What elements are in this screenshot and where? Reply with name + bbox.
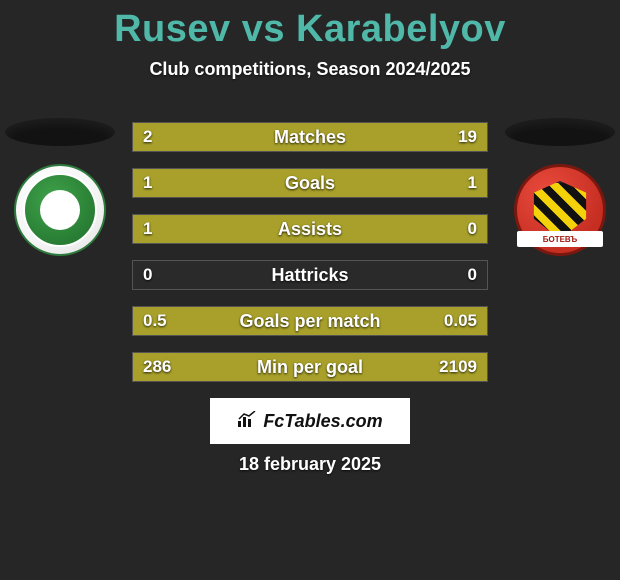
right-player-column: БОТЕВЪ xyxy=(500,118,620,256)
player-silhouette-shadow xyxy=(5,118,115,146)
stat-row: Goals per match0.50.05 xyxy=(132,306,488,336)
club-logo-left xyxy=(14,164,106,256)
stat-row: Assists10 xyxy=(132,214,488,244)
club-logo-right: БОТЕВЪ xyxy=(514,164,606,256)
stat-label: Assists xyxy=(133,219,487,240)
branding-text: FcTables.com xyxy=(263,411,382,432)
stat-row: Matches219 xyxy=(132,122,488,152)
stat-label: Min per goal xyxy=(133,357,487,378)
stat-row: Goals11 xyxy=(132,168,488,198)
stat-row: Min per goal2862109 xyxy=(132,352,488,382)
player-silhouette-shadow xyxy=(505,118,615,146)
botev-banner: БОТЕВЪ xyxy=(517,231,603,247)
page-title: Rusev vs Karabelyov xyxy=(0,0,620,51)
date-label: 18 february 2025 xyxy=(0,454,620,475)
eagle-icon xyxy=(40,190,80,230)
chart-icon xyxy=(237,411,257,432)
stat-label: Goals xyxy=(133,173,487,194)
subtitle: Club competitions, Season 2024/2025 xyxy=(0,59,620,80)
stats-container: Matches219 Goals11 Assists10 Hattricks00 Goa… xyxy=(132,122,488,398)
stat-label: Hattricks xyxy=(133,265,487,286)
stat-label: Goals per match xyxy=(133,311,487,332)
left-player-column xyxy=(0,118,120,256)
ludogorets-badge-inner xyxy=(23,173,97,247)
branding-box: FcTables.com xyxy=(210,398,410,444)
stat-label: Matches xyxy=(133,127,487,148)
stat-row: Hattricks00 xyxy=(132,260,488,290)
